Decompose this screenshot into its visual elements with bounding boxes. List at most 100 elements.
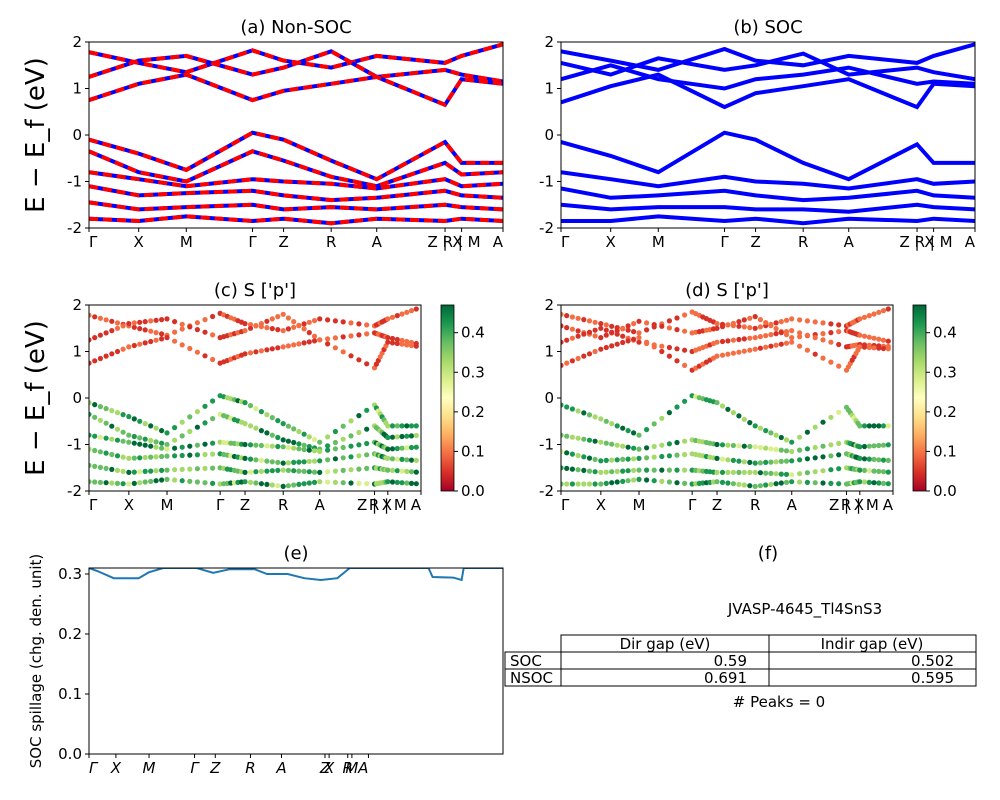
scatter-point [609,421,615,427]
material-label: JVASP-4645_Tl4SnS3 [727,600,882,619]
scatter-point [614,457,620,463]
scatter-point [394,468,400,474]
scatter-point [258,348,264,354]
scatter-point [187,452,193,458]
scatter-point [861,479,868,485]
scatter-point [812,480,818,486]
scatter-point [797,479,803,485]
scatter-point [187,428,193,435]
scatter-point [356,429,362,436]
scatter-point [857,332,863,338]
scatter-point [394,445,400,452]
scatter-point [142,436,148,442]
scatter-point [586,437,593,443]
scatter-point [828,453,834,459]
scatter-point [730,457,737,463]
scatter-point [296,459,302,465]
panel-d-dots [561,306,891,489]
scatter-point [586,329,593,335]
x-tick-label: R | M [841,496,879,514]
scatter-point [773,471,779,477]
scatter-point [413,423,419,429]
scatter-point [311,436,318,443]
scatter-point [148,338,154,345]
scatter-point [651,478,657,484]
scatter-point [659,323,665,329]
scatter-point [861,344,868,350]
scatter-point [285,460,291,466]
scatter-point [773,326,779,332]
scatter-point [301,431,307,437]
x-tick-label: M [180,233,193,251]
y-tick-label: 1 [72,343,82,361]
scatter-point [89,462,92,468]
scatter-point [861,423,868,429]
scatter-point [730,320,737,326]
scatter-point [348,353,354,359]
y-tick-label: 2 [72,33,82,51]
scatter-point [103,450,109,456]
scatter-point [581,454,587,460]
scatter-point [385,335,391,341]
scatter-point [812,455,818,461]
scatter-point [757,345,764,351]
scatter-point [747,420,753,426]
scatter-point [126,455,132,461]
scatter-point [408,423,415,429]
band-line-red [89,72,503,108]
scatter-point [114,480,121,486]
scatter-point [97,404,103,410]
scatter-point [763,459,769,465]
scatter-point [714,441,720,448]
scatter-point [109,328,115,334]
scatter-point [674,315,680,321]
scatter-point [773,459,779,465]
scatter-point [385,446,391,452]
scatter-point [741,459,747,465]
scatter-point [306,443,312,450]
scatter-point [311,479,318,485]
scatter-point [242,479,248,485]
scatter-point [301,446,307,453]
scatter-point [348,320,354,326]
scatter-point [603,322,609,328]
scatter-point [659,348,665,355]
scatter-point [598,335,604,341]
scatter-point [575,315,581,321]
scatter-point [364,452,370,458]
scatter-point [311,318,318,324]
scatter-point [317,439,323,445]
colorbar-tick-label: 0.1 [461,442,485,460]
scatter-point [285,438,291,444]
scatter-point [413,469,419,475]
scatter-point [714,469,720,475]
scatter-point [736,349,742,355]
scatter-point [285,444,291,451]
scatter-point [603,332,609,338]
scatter-point [264,481,270,487]
scatter-point [247,322,254,328]
spillage-line [89,568,503,582]
x-tick-label: Z [209,759,221,777]
scatter-point [561,311,564,317]
scatter-point [631,336,637,342]
scatter-point [325,457,331,463]
scatter-point [778,447,784,453]
panel-c-dots [89,306,419,489]
band-line-red [89,214,503,226]
scatter-point [202,353,208,359]
scatter-point [291,439,297,446]
scatter-point [719,403,726,409]
scatter-point [399,311,405,317]
scatter-point [603,440,609,446]
panel-d-colorbar [912,304,927,492]
scatter-point [264,458,270,464]
scatter-point [92,433,98,439]
scatter-point [408,342,415,349]
scatter-point [719,479,726,485]
colorbar-tick-label: 0.3 [461,363,485,381]
scatter-point [89,337,92,343]
scatter-point [340,444,346,451]
scatter-point [332,428,338,435]
